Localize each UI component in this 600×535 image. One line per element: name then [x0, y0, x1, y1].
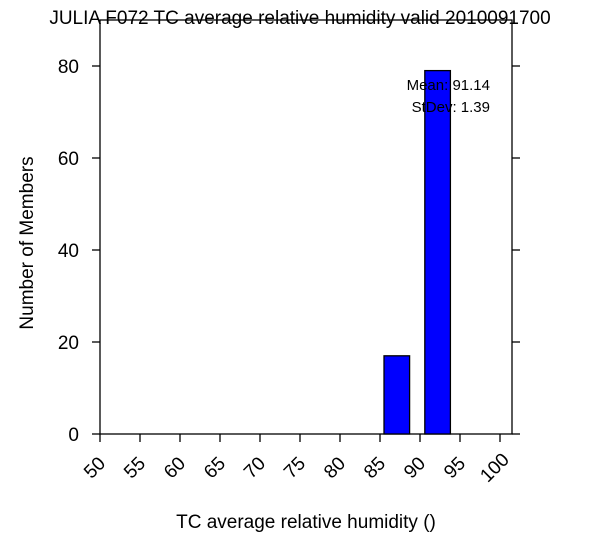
chart-title: JULIA F072 TC average relative humidity …: [49, 8, 550, 29]
x-tick-label-6: 80: [320, 453, 350, 483]
y-axis: 0 20 40 60 80: [58, 57, 520, 446]
x-tick-label-4: 70: [240, 453, 270, 483]
x-tick-label-1: 55: [120, 453, 150, 483]
bars-layer: [383, 69, 452, 435]
mean-annotation: Mean: 91.14: [407, 77, 490, 94]
y-axis-label: Number of Members: [17, 156, 38, 329]
x-tick-label-7: 85: [360, 453, 390, 483]
x-tick-label-10: 100: [476, 449, 513, 486]
y-tick-label-4: 80: [58, 57, 79, 78]
x-tick-label-8: 90: [400, 453, 430, 483]
y-tick-label-2: 40: [58, 241, 79, 262]
y-tick-label-1: 20: [58, 333, 79, 354]
x-tick-label-5: 75: [280, 453, 310, 483]
x-tick-label-9: 95: [440, 453, 470, 483]
x-tick-label-0: 50: [80, 453, 110, 483]
y-tick-label-0: 0: [68, 425, 79, 446]
x-tick-label-2: 60: [160, 453, 190, 483]
y-tick-label-3: 60: [58, 149, 79, 170]
plot-frame: [99, 19, 513, 435]
histogram-bar-1: [383, 355, 411, 435]
x-axis: 50 55 60 65 70 75 80 85 90 95 100: [80, 434, 514, 487]
stdev-annotation: StDev: 1.39: [412, 99, 490, 116]
x-axis-label: TC average relative humidity (): [176, 512, 436, 533]
x-tick-label-3: 65: [200, 453, 230, 483]
histogram-bar-2: [424, 69, 452, 435]
